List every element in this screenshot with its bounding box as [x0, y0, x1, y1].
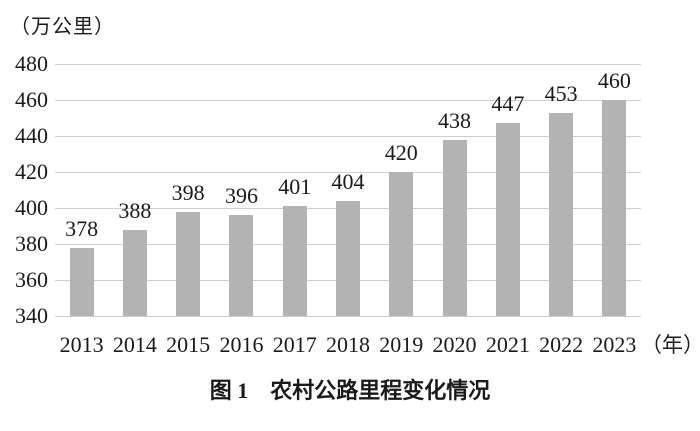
x-axis-unit-label: （年） — [641, 333, 700, 357]
value-label-2018: 404 — [331, 168, 365, 194]
y-axis-unit-label: （万公里） — [10, 16, 115, 38]
bar-2021 — [495, 123, 520, 316]
x-axis-tick-2018: 2018 — [326, 332, 370, 357]
x-axis-tick-2020: 2020 — [432, 332, 477, 357]
y-axis-tick-440: 440 — [15, 123, 48, 148]
x-axis-tick-2022: 2022 — [539, 332, 584, 357]
value-label-2017: 401 — [278, 174, 312, 200]
x-axis-tick-2021: 2021 — [485, 332, 530, 357]
bar-2016 — [229, 215, 254, 316]
x-axis-tick-2013: 2013 — [59, 332, 104, 357]
x-axis-tick-2019: 2019 — [379, 332, 424, 357]
value-label-2020: 438 — [438, 107, 472, 133]
x-axis-tick-2015: 2015 — [166, 332, 211, 357]
y-axis-tick-420: 420 — [15, 159, 48, 184]
y-axis-tick-400: 400 — [15, 195, 48, 220]
y-axis-tick-340: 340 — [15, 303, 48, 328]
x-axis-tick-2014: 2014 — [112, 332, 157, 357]
y-axis-tick-460: 460 — [15, 87, 48, 112]
figure-caption: 图 1 农村公路里程变化情况 — [209, 378, 491, 403]
value-label-2016: 396 — [224, 183, 258, 209]
value-label-2015: 398 — [171, 179, 205, 205]
bar-2015 — [176, 211, 201, 316]
value-label-2019: 420 — [384, 140, 418, 165]
bar-2017 — [282, 206, 307, 316]
bar-2013 — [69, 247, 94, 316]
value-label-2014: 388 — [118, 197, 152, 223]
value-label-2022: 453 — [544, 80, 578, 106]
x-axis-tick-2017: 2017 — [272, 332, 317, 357]
bar-2023 — [602, 100, 627, 316]
bar-2020 — [442, 139, 467, 316]
gridline-480 — [55, 64, 641, 65]
gridline-460 — [55, 100, 641, 101]
gridline-340 — [55, 316, 641, 317]
value-label-2023: 460 — [597, 68, 631, 93]
x-axis-tick-2016: 2016 — [219, 332, 264, 357]
bar-2019 — [389, 172, 414, 316]
gridline-440 — [55, 136, 641, 137]
bar-2022 — [549, 112, 574, 316]
y-axis-tick-380: 380 — [15, 231, 48, 256]
y-axis-tick-480: 480 — [15, 51, 48, 76]
y-axis-tick-360: 360 — [15, 267, 48, 292]
gridline-420 — [55, 172, 641, 173]
value-label-2021: 447 — [491, 91, 525, 117]
bar-2018 — [336, 200, 360, 316]
value-label-2013: 378 — [65, 215, 99, 241]
bar-2014 — [122, 229, 147, 316]
x-axis-tick-2023: 2023 — [592, 332, 637, 357]
